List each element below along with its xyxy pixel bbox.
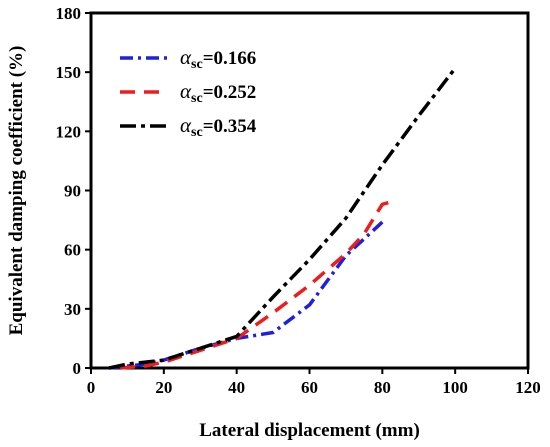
x-axis-title: Lateral displacement (mm) bbox=[199, 420, 420, 441]
x-tick-label: 40 bbox=[228, 378, 245, 397]
legend-label-3: αsc=0.354 bbox=[180, 113, 257, 140]
x-tick-label: 120 bbox=[515, 378, 541, 397]
x-tick-label: 0 bbox=[87, 378, 96, 397]
y-tick-label: 0 bbox=[73, 359, 82, 378]
legend-label-2: αsc=0.252 bbox=[180, 79, 256, 106]
legend: αsc=0.166 αsc=0.252 αsc=0.354 bbox=[120, 45, 257, 140]
y-tick-label: 60 bbox=[64, 241, 81, 260]
y-axis-title: Equivalent damping coefficient (%) bbox=[6, 46, 27, 336]
plot-frame bbox=[89, 11, 530, 370]
legend-label-1: αsc=0.166 bbox=[180, 45, 256, 72]
x-tick-label: 20 bbox=[155, 378, 172, 397]
x-tick-label: 60 bbox=[301, 378, 318, 397]
x-tick-label: 100 bbox=[442, 378, 468, 397]
y-tick-label: 90 bbox=[64, 182, 81, 201]
y-tick-label: 30 bbox=[64, 300, 81, 319]
axes: 0 20 40 60 80 100 120 0 30 60 90 120 150 180 bbox=[56, 4, 541, 397]
series-line-2 bbox=[119, 198, 398, 370]
y-tick-label: 150 bbox=[56, 63, 82, 82]
series-line-1 bbox=[109, 220, 384, 370]
series-line-3 bbox=[108, 67, 457, 370]
series-lines bbox=[108, 67, 457, 370]
x-tick-label: 80 bbox=[374, 378, 391, 397]
y-tick-label: 180 bbox=[56, 4, 82, 23]
y-tick-label: 120 bbox=[56, 122, 82, 141]
